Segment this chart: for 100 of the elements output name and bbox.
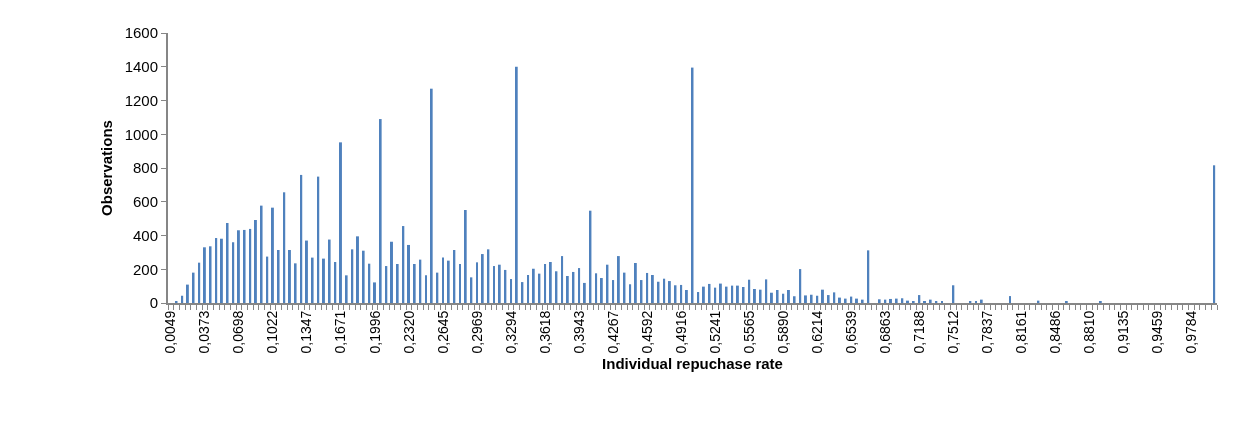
bar	[878, 299, 881, 303]
bar	[708, 283, 711, 303]
bar	[804, 295, 807, 303]
bar	[198, 262, 201, 303]
bar	[515, 66, 518, 303]
x-tick-label: 0,6539	[842, 310, 859, 354]
bar	[600, 278, 603, 303]
x-tick-label: 0,0373	[196, 310, 213, 354]
bar	[578, 268, 581, 303]
bar	[719, 283, 722, 303]
x-tick-label: 0,6863	[876, 310, 893, 354]
bar	[215, 238, 218, 303]
bar	[498, 264, 501, 303]
y-tick-label: 200	[132, 260, 158, 278]
bar	[407, 244, 410, 303]
bar	[895, 298, 898, 303]
bar	[566, 276, 569, 303]
bar	[232, 242, 235, 303]
bar	[663, 278, 666, 303]
bar	[220, 238, 223, 303]
bar	[209, 246, 212, 303]
x-tick-label: 0,0049	[162, 310, 179, 354]
bar	[294, 263, 297, 303]
y-tick-label: 600	[132, 193, 158, 210]
bar	[821, 289, 824, 303]
bar	[901, 298, 904, 303]
bar	[680, 284, 683, 303]
bar	[544, 264, 547, 303]
bar	[833, 292, 836, 303]
bar	[532, 268, 535, 303]
x-tick-label: 0,2969	[468, 310, 485, 354]
x-tick-label: 0,4267	[604, 310, 621, 354]
bar	[776, 290, 779, 303]
bar	[838, 297, 841, 303]
bar	[770, 292, 773, 303]
bar	[844, 298, 847, 303]
x-tick-label: 0,8810	[1080, 310, 1097, 354]
bar	[237, 230, 240, 303]
bar	[249, 228, 252, 303]
bar	[736, 285, 739, 303]
bar	[442, 257, 444, 303]
bar	[305, 240, 308, 303]
bar	[810, 294, 813, 303]
bar	[447, 260, 450, 303]
bar	[549, 261, 552, 303]
bar	[1009, 296, 1012, 303]
x-tick-label: 0,1022	[264, 310, 281, 354]
bar	[271, 207, 274, 303]
bar	[283, 192, 286, 303]
x-tick-label: 0,2645	[434, 310, 451, 354]
bar	[311, 257, 314, 303]
bar	[226, 223, 229, 303]
x-tick-label: 0,8161	[1012, 310, 1029, 354]
bar	[464, 210, 467, 303]
bar	[430, 88, 433, 303]
bar	[254, 219, 257, 303]
bar	[356, 236, 359, 303]
y-tick-label: 400	[132, 226, 158, 244]
bar	[379, 119, 382, 303]
x-tick-label: 0,3294	[502, 310, 519, 354]
x-tick-label: 0,4592	[638, 310, 655, 354]
y-tick-label: 1600	[124, 24, 158, 42]
bar	[787, 290, 790, 303]
bar	[459, 264, 462, 303]
x-tick-label: 0,1671	[332, 310, 349, 354]
bar	[889, 298, 892, 303]
bar	[345, 275, 348, 303]
x-tick-label: 0,7512	[944, 310, 961, 354]
bar	[651, 274, 654, 303]
bar	[322, 258, 325, 303]
y-tick-label: 1400	[124, 58, 158, 75]
bar	[425, 275, 427, 303]
bar	[1213, 165, 1216, 303]
bar	[339, 142, 342, 303]
bar	[493, 266, 496, 303]
x-tick-label: 0,0698	[230, 310, 247, 354]
bar	[186, 284, 189, 303]
x-tick-label: 0,5890	[774, 310, 791, 354]
bar	[748, 279, 751, 303]
bar	[203, 247, 206, 303]
bar	[634, 263, 637, 303]
bar	[413, 264, 416, 303]
bar	[827, 295, 830, 303]
bar	[583, 282, 586, 303]
bar	[793, 296, 796, 303]
bar	[855, 298, 858, 303]
bar	[685, 290, 688, 303]
x-tick-label: 0,2320	[400, 310, 417, 354]
bar	[243, 229, 246, 303]
x-axis-title: Individual repuchase rate	[602, 354, 783, 372]
x-tick-label: 0,6214	[808, 310, 825, 354]
bar	[527, 274, 530, 303]
y-tick-label: 1200	[124, 91, 158, 109]
x-tick-label: 0,3618	[536, 310, 553, 354]
bar	[510, 279, 513, 303]
bar	[765, 279, 768, 303]
bar	[481, 254, 484, 303]
bar	[612, 280, 615, 303]
bar	[617, 256, 620, 303]
bar	[702, 286, 705, 303]
